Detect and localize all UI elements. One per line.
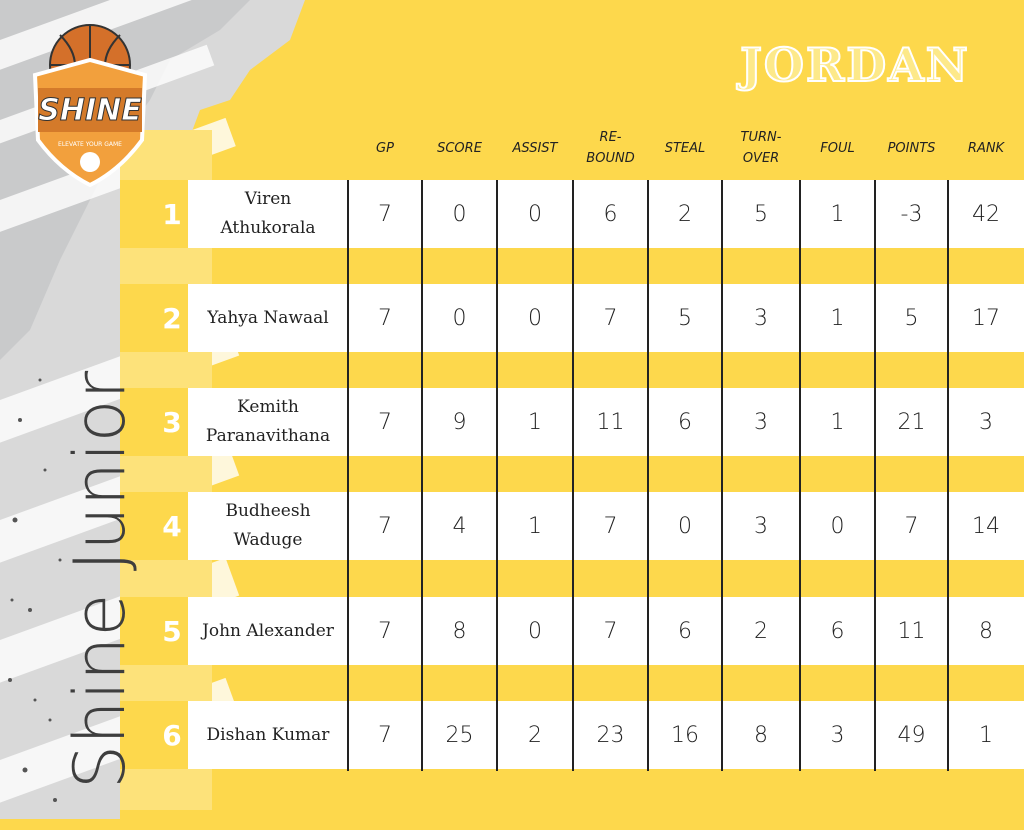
stat-cell: 0 bbox=[452, 201, 467, 227]
stat-cell: 7 bbox=[378, 305, 392, 331]
column-divider bbox=[347, 180, 349, 771]
stat-cell: 6 bbox=[678, 409, 692, 435]
stat-cell: 2 bbox=[528, 722, 542, 748]
stat-cell: -3 bbox=[900, 201, 923, 227]
stat-cell: 23 bbox=[596, 722, 625, 748]
column-header: POINTS bbox=[887, 140, 936, 156]
stat-cell: 7 bbox=[378, 618, 392, 644]
stat-cell: 8 bbox=[979, 618, 993, 644]
stat-cell: 21 bbox=[897, 409, 926, 435]
stat-cell: 1 bbox=[830, 201, 845, 227]
stat-cell: 1 bbox=[528, 513, 542, 539]
column-header: GP bbox=[376, 140, 394, 156]
side-text: Shine Junior bbox=[59, 370, 141, 790]
stat-cell: 7 bbox=[603, 513, 618, 539]
row-number: 2 bbox=[162, 301, 182, 335]
player-name: John Alexander bbox=[202, 620, 334, 641]
column-divider bbox=[572, 180, 574, 771]
row-band bbox=[188, 284, 1024, 352]
stat-cell: 7 bbox=[378, 513, 392, 539]
column-header: ASSIST bbox=[512, 140, 558, 156]
row-band bbox=[188, 492, 1024, 560]
stat-cell: 7 bbox=[378, 722, 392, 748]
stat-cell: 1 bbox=[830, 305, 845, 331]
player-name: Viren Athukorala bbox=[220, 189, 316, 238]
stat-cell: 3 bbox=[830, 722, 845, 748]
stat-cell: 17 bbox=[972, 305, 1000, 331]
stat-cell: 1 bbox=[979, 722, 993, 748]
stat-cell: 4 bbox=[452, 513, 467, 539]
stat-cell: 5 bbox=[678, 305, 692, 331]
stat-cell: 2 bbox=[678, 201, 692, 227]
stat-cell: 49 bbox=[897, 722, 926, 748]
stat-cell: 0 bbox=[830, 513, 845, 539]
stat-cell: 0 bbox=[452, 305, 467, 331]
player-name: Dishan Kumar bbox=[206, 724, 330, 745]
column-header: SCORE bbox=[437, 140, 482, 156]
stat-cell: 1 bbox=[830, 409, 845, 435]
stat-cell: 14 bbox=[972, 513, 1000, 539]
row-number: 5 bbox=[162, 614, 182, 648]
stat-cell: 9 bbox=[452, 409, 467, 435]
column-header: TURN- OVER bbox=[740, 130, 782, 166]
stat-cell: 3 bbox=[754, 305, 768, 331]
stat-cell: 7 bbox=[603, 305, 618, 331]
stat-cell: 7 bbox=[378, 409, 392, 435]
logo-tagline: ELEVATE YOUR GAME bbox=[58, 141, 122, 148]
column-header: STEAL bbox=[664, 140, 706, 156]
column-divider bbox=[421, 180, 423, 771]
stat-cell: 0 bbox=[528, 201, 542, 227]
stat-cell: 6 bbox=[830, 618, 845, 644]
column-divider bbox=[874, 180, 876, 771]
logo: SHINE ELEVATE YOUR GAME bbox=[32, 24, 148, 188]
row-number: 1 bbox=[162, 197, 182, 231]
stat-cell: 3 bbox=[754, 409, 768, 435]
column-header: FOUL bbox=[820, 140, 855, 156]
stat-cell: 3 bbox=[979, 409, 993, 435]
stat-cell: 6 bbox=[603, 201, 618, 227]
stat-cell: 5 bbox=[904, 305, 919, 331]
column-divider bbox=[799, 180, 801, 771]
stat-cell: 7 bbox=[603, 618, 618, 644]
stat-cell: 42 bbox=[972, 201, 1000, 227]
stat-cell: 2 bbox=[754, 618, 768, 644]
row-band bbox=[188, 180, 1024, 248]
stat-cell: 7 bbox=[378, 201, 392, 227]
row-number: 3 bbox=[162, 405, 182, 439]
stat-cell: 16 bbox=[671, 722, 699, 748]
stat-cell: 5 bbox=[754, 201, 768, 227]
player-name: Kemith Paranavithana bbox=[205, 397, 331, 446]
stat-cell: 0 bbox=[528, 618, 542, 644]
column-divider bbox=[947, 180, 949, 771]
row-band bbox=[188, 701, 1024, 769]
column-divider bbox=[496, 180, 498, 771]
column-divider bbox=[721, 180, 723, 771]
stat-cell: 11 bbox=[897, 618, 926, 644]
row-band bbox=[188, 388, 1024, 456]
column-divider bbox=[647, 180, 649, 771]
player-name: Yahya Nawaal bbox=[207, 307, 329, 328]
stat-cell: 8 bbox=[452, 618, 467, 644]
logo-text: SHINE bbox=[38, 93, 142, 128]
stat-cell: 3 bbox=[754, 513, 768, 539]
column-header: RANK bbox=[967, 140, 1005, 156]
stat-cell: 25 bbox=[445, 722, 474, 748]
row-band bbox=[188, 597, 1024, 665]
stat-cell: 0 bbox=[678, 513, 692, 539]
stat-cell: 0 bbox=[528, 305, 542, 331]
column-header: RE- BOUND bbox=[586, 130, 635, 166]
stat-cell: 1 bbox=[528, 409, 542, 435]
stat-cell: 11 bbox=[596, 409, 625, 435]
row-number: 4 bbox=[162, 509, 182, 543]
player-name: Budheesh Waduge bbox=[225, 501, 311, 550]
team-title: JORDAN bbox=[739, 37, 970, 93]
stat-cell: 8 bbox=[754, 722, 768, 748]
stat-cell: 7 bbox=[904, 513, 919, 539]
stat-cell: 6 bbox=[678, 618, 692, 644]
row-number: 6 bbox=[162, 718, 182, 752]
